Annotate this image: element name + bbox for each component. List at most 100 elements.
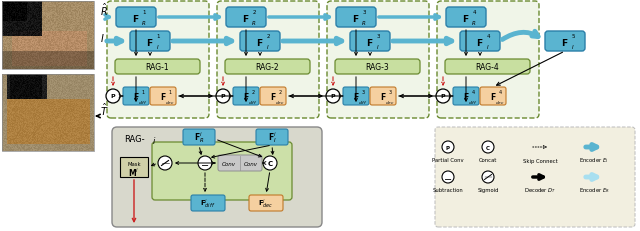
Circle shape (482, 171, 494, 183)
Text: $\mathbf{F}$: $\mathbf{F}$ (269, 91, 276, 102)
Text: $dec$: $dec$ (275, 98, 285, 105)
Text: 5: 5 (572, 34, 575, 39)
Text: P: P (221, 94, 225, 99)
Text: RAG-2: RAG-2 (256, 63, 279, 72)
Text: $\mathbf{F}$: $\mathbf{F}$ (353, 91, 359, 102)
Text: Conv: Conv (222, 161, 236, 166)
Text: Skip Connect: Skip Connect (523, 158, 557, 163)
Text: Sigmoid: Sigmoid (477, 188, 499, 193)
FancyBboxPatch shape (446, 8, 486, 28)
Text: $\mathbf{F}^i_I$: $\mathbf{F}^i_I$ (268, 130, 276, 145)
FancyBboxPatch shape (217, 2, 319, 119)
Circle shape (442, 171, 454, 183)
Text: Partial Conv: Partial Conv (432, 158, 464, 163)
Text: RAG-: RAG- (124, 135, 145, 144)
Text: 2: 2 (252, 89, 255, 94)
FancyBboxPatch shape (335, 60, 420, 75)
Text: 4: 4 (499, 89, 502, 94)
FancyBboxPatch shape (435, 128, 635, 227)
Text: $dec$: $dec$ (495, 98, 505, 105)
FancyBboxPatch shape (150, 88, 176, 106)
Text: $\mathbf{F}$: $\mathbf{F}$ (256, 36, 264, 47)
FancyBboxPatch shape (130, 32, 170, 52)
FancyBboxPatch shape (370, 88, 396, 106)
Text: $\mathbf{F}^i_R$: $\mathbf{F}^i_R$ (194, 130, 204, 145)
Text: $R$: $R$ (252, 19, 257, 27)
Text: $\mathbf{F}$: $\mathbf{F}$ (132, 91, 140, 102)
Text: 4: 4 (486, 34, 490, 39)
Text: Concat: Concat (479, 158, 497, 163)
FancyBboxPatch shape (112, 128, 322, 227)
FancyBboxPatch shape (123, 88, 149, 106)
FancyBboxPatch shape (116, 8, 156, 28)
FancyBboxPatch shape (115, 60, 200, 75)
Bar (120, 157, 148, 177)
Text: $i$: $i$ (152, 134, 156, 145)
Bar (2, 2, 94, 70)
Text: $\mathbf{F}$: $\mathbf{F}$ (490, 91, 496, 102)
Text: 3: 3 (376, 34, 380, 39)
Text: P: P (441, 94, 445, 99)
Text: Conv: Conv (244, 161, 258, 166)
Text: $diff$: $diff$ (138, 98, 148, 105)
Text: $-$: $-$ (200, 158, 209, 168)
FancyBboxPatch shape (260, 88, 286, 106)
Text: $I$: $I$ (486, 43, 490, 51)
FancyBboxPatch shape (152, 142, 292, 200)
FancyBboxPatch shape (545, 32, 585, 52)
FancyBboxPatch shape (225, 60, 310, 75)
Text: $\mathbf{F}$: $\mathbf{F}$ (463, 91, 469, 102)
FancyBboxPatch shape (226, 8, 266, 28)
Text: RAG-3: RAG-3 (365, 63, 389, 72)
Text: 2: 2 (278, 89, 282, 94)
FancyBboxPatch shape (240, 32, 280, 52)
Circle shape (436, 90, 450, 103)
Text: $\mathbf{F}$: $\mathbf{F}$ (476, 36, 484, 47)
Text: $\mathbf{M}^i$: $\mathbf{M}^i$ (129, 166, 140, 178)
Text: $R$: $R$ (141, 19, 147, 27)
Text: Mask: Mask (127, 162, 141, 167)
Text: 4: 4 (472, 10, 476, 15)
Text: $\mathbf{F}$: $\mathbf{F}$ (462, 12, 470, 23)
Text: $\mathbf{F}$: $\mathbf{F}$ (366, 36, 374, 47)
Text: $I$: $I$ (572, 43, 575, 51)
Text: P: P (446, 145, 450, 150)
Circle shape (263, 156, 277, 170)
Text: 2: 2 (266, 34, 269, 39)
Text: RAG-1: RAG-1 (146, 63, 170, 72)
Text: $\mathbf{F}$: $\mathbf{F}$ (160, 91, 166, 102)
Circle shape (482, 141, 494, 153)
Text: $I$: $I$ (376, 43, 380, 51)
Text: $\mathbf{F}$: $\mathbf{F}$ (243, 12, 250, 23)
FancyBboxPatch shape (327, 2, 429, 119)
FancyBboxPatch shape (183, 129, 215, 145)
Text: $\mathbf{F}$: $\mathbf{F}$ (147, 36, 154, 47)
Text: $diff$: $diff$ (248, 98, 258, 105)
Text: $-$: $-$ (444, 172, 452, 182)
Circle shape (106, 90, 120, 103)
Circle shape (442, 141, 454, 153)
Text: P: P (331, 94, 335, 99)
Text: $I$: $I$ (266, 43, 269, 51)
Text: 3: 3 (388, 89, 392, 94)
FancyBboxPatch shape (350, 32, 390, 52)
FancyBboxPatch shape (218, 155, 262, 171)
FancyBboxPatch shape (445, 60, 530, 75)
FancyBboxPatch shape (256, 129, 288, 145)
Text: Subtraction: Subtraction (433, 188, 463, 193)
Text: $\hat{R}$: $\hat{R}$ (100, 2, 108, 18)
Text: $\mathbf{F}$: $\mathbf{F}$ (352, 12, 360, 23)
Text: Encoder $E_I$: Encoder $E_I$ (579, 156, 609, 165)
Text: $diff$: $diff$ (358, 98, 368, 105)
FancyBboxPatch shape (191, 195, 225, 211)
FancyBboxPatch shape (336, 8, 376, 28)
FancyBboxPatch shape (437, 2, 539, 119)
Text: $\mathbf{F}$: $\mathbf{F}$ (243, 91, 250, 102)
Text: $\hat{T}$: $\hat{T}$ (100, 101, 109, 118)
Text: $I$: $I$ (100, 32, 104, 44)
Text: Encoder $E_R$: Encoder $E_R$ (579, 186, 609, 195)
FancyBboxPatch shape (107, 2, 209, 119)
Text: P: P (111, 94, 115, 99)
Text: $R$: $R$ (362, 19, 367, 27)
Bar (2, 75, 94, 151)
